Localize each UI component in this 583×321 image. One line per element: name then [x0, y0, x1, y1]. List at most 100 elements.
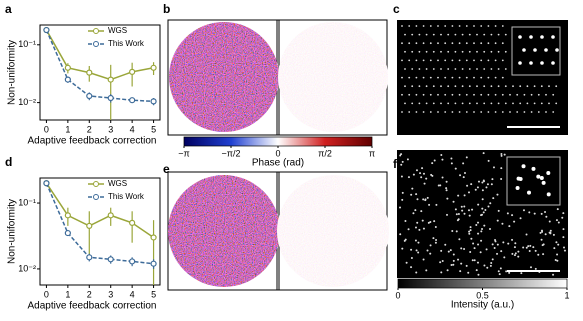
spot [533, 212, 536, 215]
spot [415, 169, 418, 172]
spot [411, 102, 414, 105]
spot [525, 233, 528, 236]
phase-mask [169, 22, 279, 132]
spot [480, 42, 483, 45]
spot [422, 227, 425, 230]
spot [447, 33, 450, 36]
spot [457, 194, 460, 197]
point [129, 258, 136, 265]
spot [502, 241, 505, 244]
spot [475, 269, 478, 272]
colorbar-tick-label: 1 [564, 290, 569, 300]
spot [475, 224, 478, 227]
spot [506, 212, 509, 215]
spot [500, 167, 503, 170]
spot [426, 249, 429, 252]
spot [458, 42, 461, 45]
spot [548, 102, 550, 105]
spot [469, 226, 472, 229]
spot [476, 261, 479, 264]
spot [477, 180, 480, 183]
spot [483, 50, 486, 53]
spot [463, 171, 466, 174]
spot [483, 68, 486, 70]
spot [469, 229, 472, 232]
spot [508, 225, 511, 228]
spot [425, 269, 428, 272]
spot [542, 243, 545, 246]
point [150, 260, 157, 267]
spot [444, 93, 447, 96]
spot [401, 191, 404, 194]
spot [511, 252, 514, 255]
legend-marker [93, 28, 99, 34]
spot [417, 251, 420, 254]
spot [450, 264, 453, 267]
spot [480, 111, 483, 113]
spot [445, 187, 448, 190]
spot [410, 266, 413, 269]
spot [450, 157, 453, 160]
spot [514, 252, 517, 255]
spot [470, 183, 473, 186]
spot [490, 262, 493, 265]
spot [487, 205, 490, 208]
spot [458, 93, 461, 96]
spot [461, 50, 464, 53]
spot [511, 238, 514, 241]
spot [562, 212, 565, 215]
spot [422, 59, 425, 62]
spot [399, 233, 402, 236]
spot [446, 269, 449, 272]
spot [490, 50, 493, 53]
spot [508, 271, 511, 274]
spot [509, 111, 511, 113]
spot [401, 59, 403, 62]
spot [468, 85, 471, 88]
spot [422, 172, 425, 175]
panel-label: d [5, 155, 12, 169]
spot [461, 102, 464, 105]
spot [422, 198, 425, 201]
spot [405, 261, 408, 264]
spot [477, 221, 480, 224]
spot [549, 229, 552, 232]
legend-marker [93, 181, 99, 187]
spot [473, 76, 475, 79]
y-tick-label: 10⁻² [18, 263, 36, 273]
spot [542, 253, 545, 256]
spot [518, 176, 523, 181]
spot [503, 256, 506, 259]
spot [421, 167, 424, 170]
spot [497, 102, 500, 105]
spot [544, 48, 548, 52]
spot [501, 111, 504, 113]
spot [440, 102, 442, 105]
spot [400, 163, 403, 166]
spot [552, 233, 555, 236]
spot [473, 59, 475, 62]
spot [533, 85, 536, 88]
spot [563, 249, 566, 252]
legend-label: WGS [108, 26, 127, 35]
spot [473, 93, 475, 96]
spot [555, 48, 559, 52]
spot [480, 76, 483, 79]
spot [451, 93, 454, 96]
spot [400, 153, 403, 156]
spot [401, 247, 404, 250]
spot [481, 227, 484, 230]
spot [461, 33, 464, 36]
point [43, 26, 50, 34]
spot [447, 102, 450, 105]
spot [500, 153, 503, 156]
spot [512, 102, 514, 105]
spot [404, 50, 406, 53]
spot [411, 187, 414, 190]
spot [454, 208, 457, 211]
spot [463, 194, 466, 197]
spot [425, 68, 428, 70]
spot [411, 50, 414, 53]
spot [557, 221, 560, 224]
